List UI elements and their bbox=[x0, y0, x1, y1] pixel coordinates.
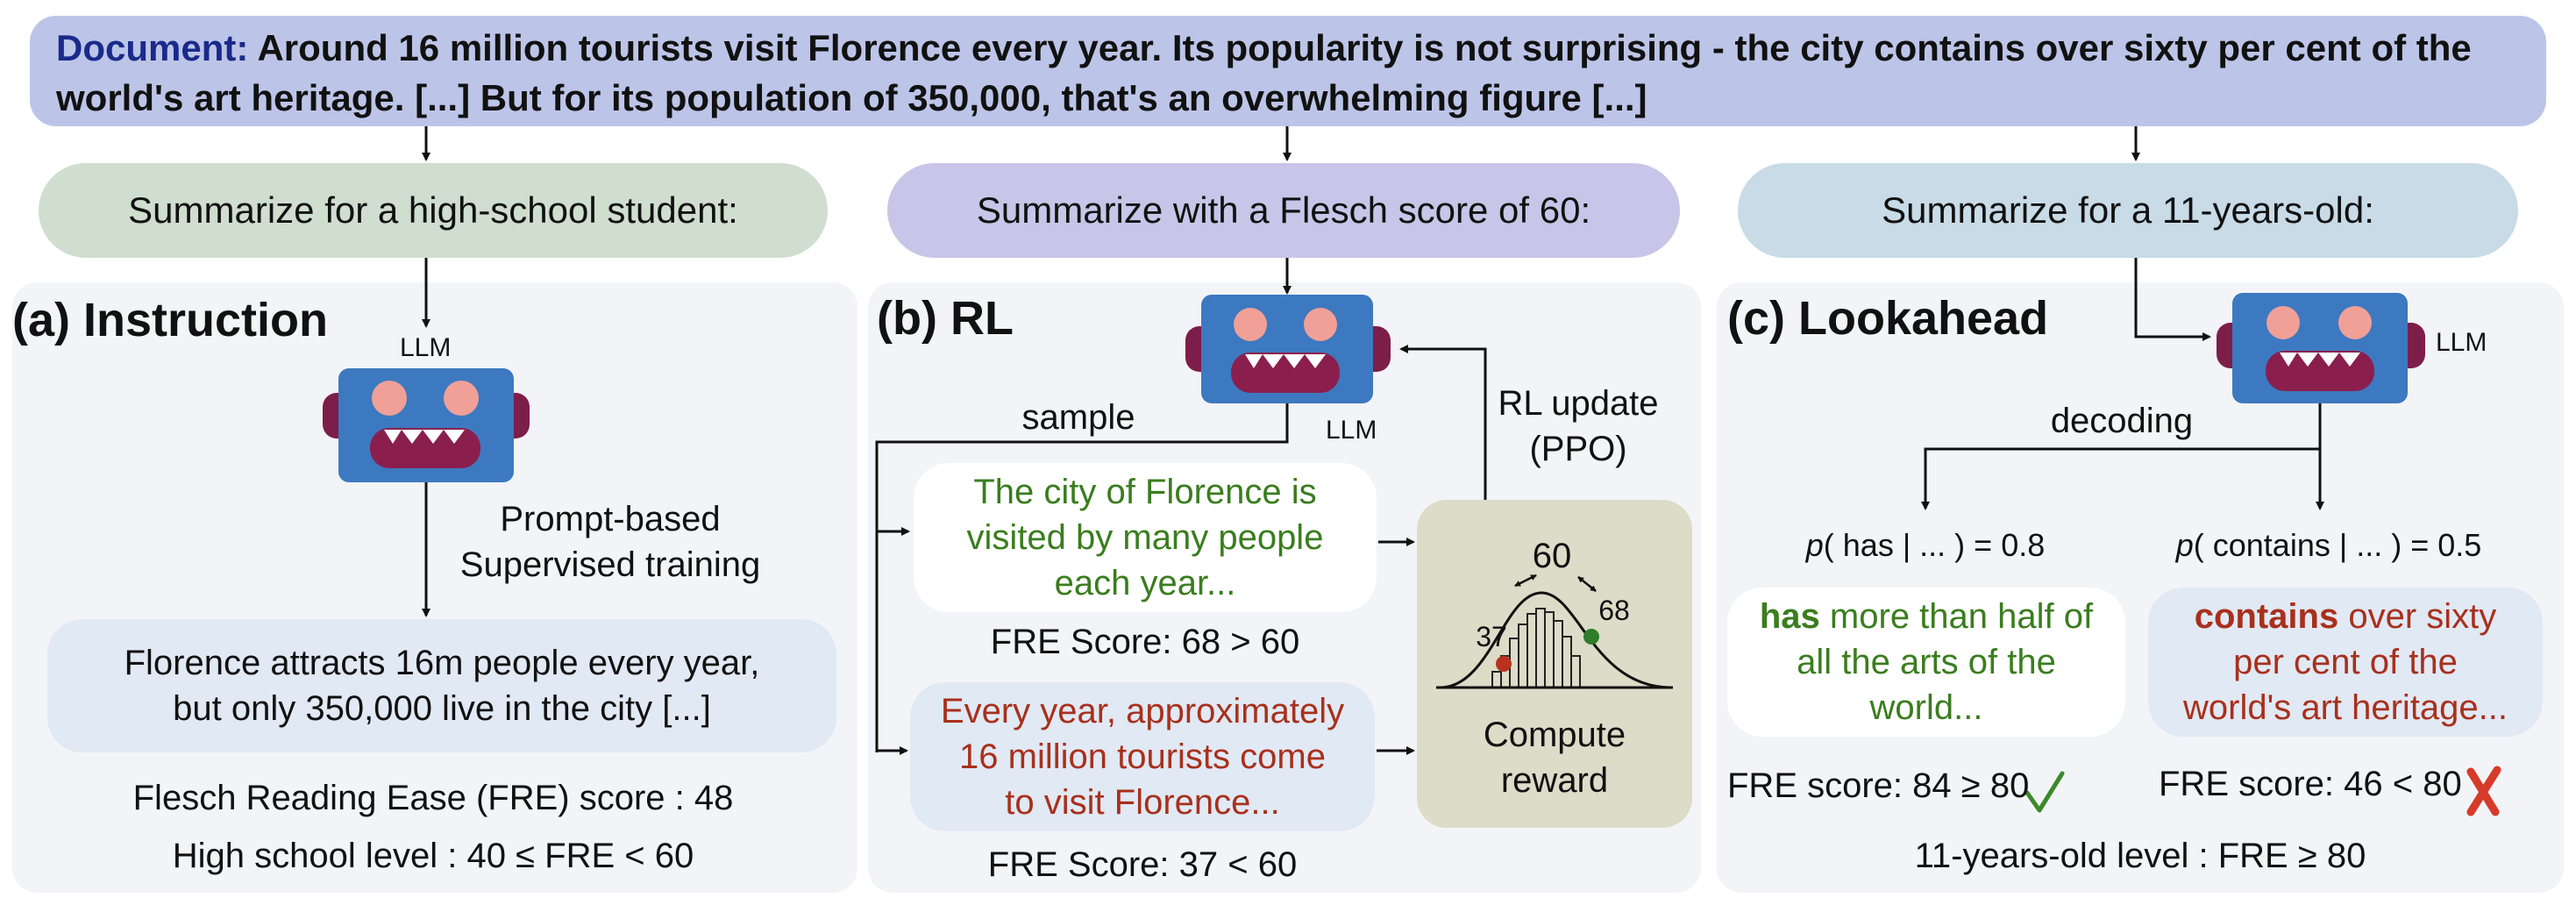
sample-box-1: The city of Florence is visited by many … bbox=[914, 463, 1377, 612]
prob-has-p: p bbox=[1805, 527, 1824, 563]
prob-contains: p( contains | ... ) = 0.5 bbox=[2145, 523, 2513, 568]
cand2-line2: per cent of the bbox=[2233, 643, 2458, 681]
panel-a-title: (a) Instruction bbox=[12, 294, 328, 346]
level-a: High school level : 40 ≤ FRE < 60 bbox=[172, 837, 694, 875]
check-icon bbox=[2025, 771, 2065, 813]
prob-contains-rest: ( contains | ... ) = 0.5 bbox=[2193, 527, 2482, 563]
cross-icon bbox=[2466, 766, 2501, 816]
dist-low: 37 bbox=[1476, 621, 1507, 652]
rl-update-line2: (PPO) bbox=[1529, 430, 1627, 468]
sample-line bbox=[875, 402, 1289, 752]
candidate-box-contains: contains over sixty per cent of the worl… bbox=[2148, 588, 2543, 737]
robot-llm-b bbox=[1185, 295, 1391, 403]
prompt-flesch-60: Summarize with a Flesch score of 60: bbox=[887, 163, 1680, 258]
cand2-line1: over sixty bbox=[2338, 597, 2497, 636]
decoding-label: decoding bbox=[2050, 402, 2194, 440]
summary-box-a: Florence attracts 16m people every year,… bbox=[47, 619, 836, 752]
cand1-line3: world... bbox=[1869, 688, 1983, 727]
summary-a-line2: but only 350,000 live in the city [...] bbox=[173, 689, 711, 728]
summary-a-line1: Florence attracts 16m people every year, bbox=[124, 644, 760, 682]
sample1-line3: each year... bbox=[1054, 564, 1236, 602]
reward-distribution bbox=[1436, 574, 1673, 689]
cand1-score: FRE score: 84 ≥ 80 bbox=[1727, 766, 2030, 805]
fre-score-a: Flesch Reading Ease (FRE) score : 48 bbox=[132, 779, 734, 817]
llm-label-a: LLM bbox=[400, 333, 452, 362]
document-text: Around 16 million tourists visit Florenc… bbox=[56, 27, 2472, 118]
sample2-line2: 16 million tourists come bbox=[959, 738, 1326, 776]
training-line1: Prompt-based bbox=[500, 500, 721, 538]
sample2-line1: Every year, approximately bbox=[940, 692, 1345, 730]
robot-llm-a bbox=[323, 368, 530, 482]
llm-label-c: LLM bbox=[2436, 328, 2487, 357]
sample1-line2: visited by many people bbox=[966, 518, 1324, 557]
compute-reward-label: Compute reward bbox=[1417, 712, 1692, 803]
cand2-bold: contains bbox=[2194, 597, 2339, 636]
rl-update-label: RL update (PPO) bbox=[1473, 381, 1683, 472]
cand2-line3: world's art heritage... bbox=[2182, 688, 2508, 727]
training-line2: Supervised training bbox=[459, 545, 761, 584]
rl-update-line1: RL update bbox=[1498, 384, 1659, 423]
cand1-bold: has bbox=[1759, 597, 1820, 636]
sample-label: sample bbox=[1021, 398, 1135, 437]
arrow-rl-update bbox=[1399, 345, 1487, 500]
cand2-score: FRE score: 46 < 80 bbox=[2159, 765, 2462, 803]
dist-target: 60 bbox=[1532, 537, 1572, 575]
reward-line2: reward bbox=[1500, 761, 1609, 800]
reward-line1: Compute bbox=[1483, 716, 1626, 754]
sample2-line3: to visit Florence... bbox=[1005, 783, 1280, 822]
sample-box-2: Every year, approximately 16 million tou… bbox=[910, 682, 1375, 831]
panel-c-title: (c) Lookahead bbox=[1727, 292, 2049, 345]
sample1-score: FRE Score: 68 > 60 bbox=[990, 623, 1300, 661]
prompt-high-school: Summarize for a high-school student: bbox=[39, 163, 828, 258]
cand1-line2: all the arts of the bbox=[1797, 643, 2056, 681]
robot-llm-c bbox=[2217, 293, 2425, 403]
sample2-score: FRE Score: 37 < 60 bbox=[987, 845, 1298, 884]
cand1-line1: more than half of bbox=[1819, 597, 2094, 636]
sample1-line1: The city of Florence is bbox=[973, 473, 1317, 511]
panel-b-title: (b) RL bbox=[877, 292, 1014, 345]
level-c: 11-years-old level : FRE ≥ 80 bbox=[1914, 837, 2366, 875]
arrow-decode-has bbox=[1921, 402, 2322, 510]
dist-high: 68 bbox=[1598, 595, 1630, 626]
prob-has-rest: ( has | ... ) = 0.8 bbox=[1823, 527, 2046, 563]
prob-has: p( has | ... ) = 0.8 bbox=[1750, 523, 2101, 568]
document-box: Document: Around 16 million tourists vis… bbox=[30, 16, 2546, 126]
candidate-box-has: has more than half of all the arts of th… bbox=[1727, 588, 2125, 737]
prompt-11-years-old: Summarize for a 11-years-old: bbox=[1738, 163, 2518, 258]
training-label: Prompt-based Supervised training bbox=[435, 496, 786, 588]
arrow-prompt-to-llm-c bbox=[2134, 258, 2211, 341]
document-label: Document: bbox=[56, 27, 249, 68]
llm-label-b: LLM bbox=[1326, 416, 1377, 445]
prob-contains-p: p bbox=[2175, 527, 2194, 563]
